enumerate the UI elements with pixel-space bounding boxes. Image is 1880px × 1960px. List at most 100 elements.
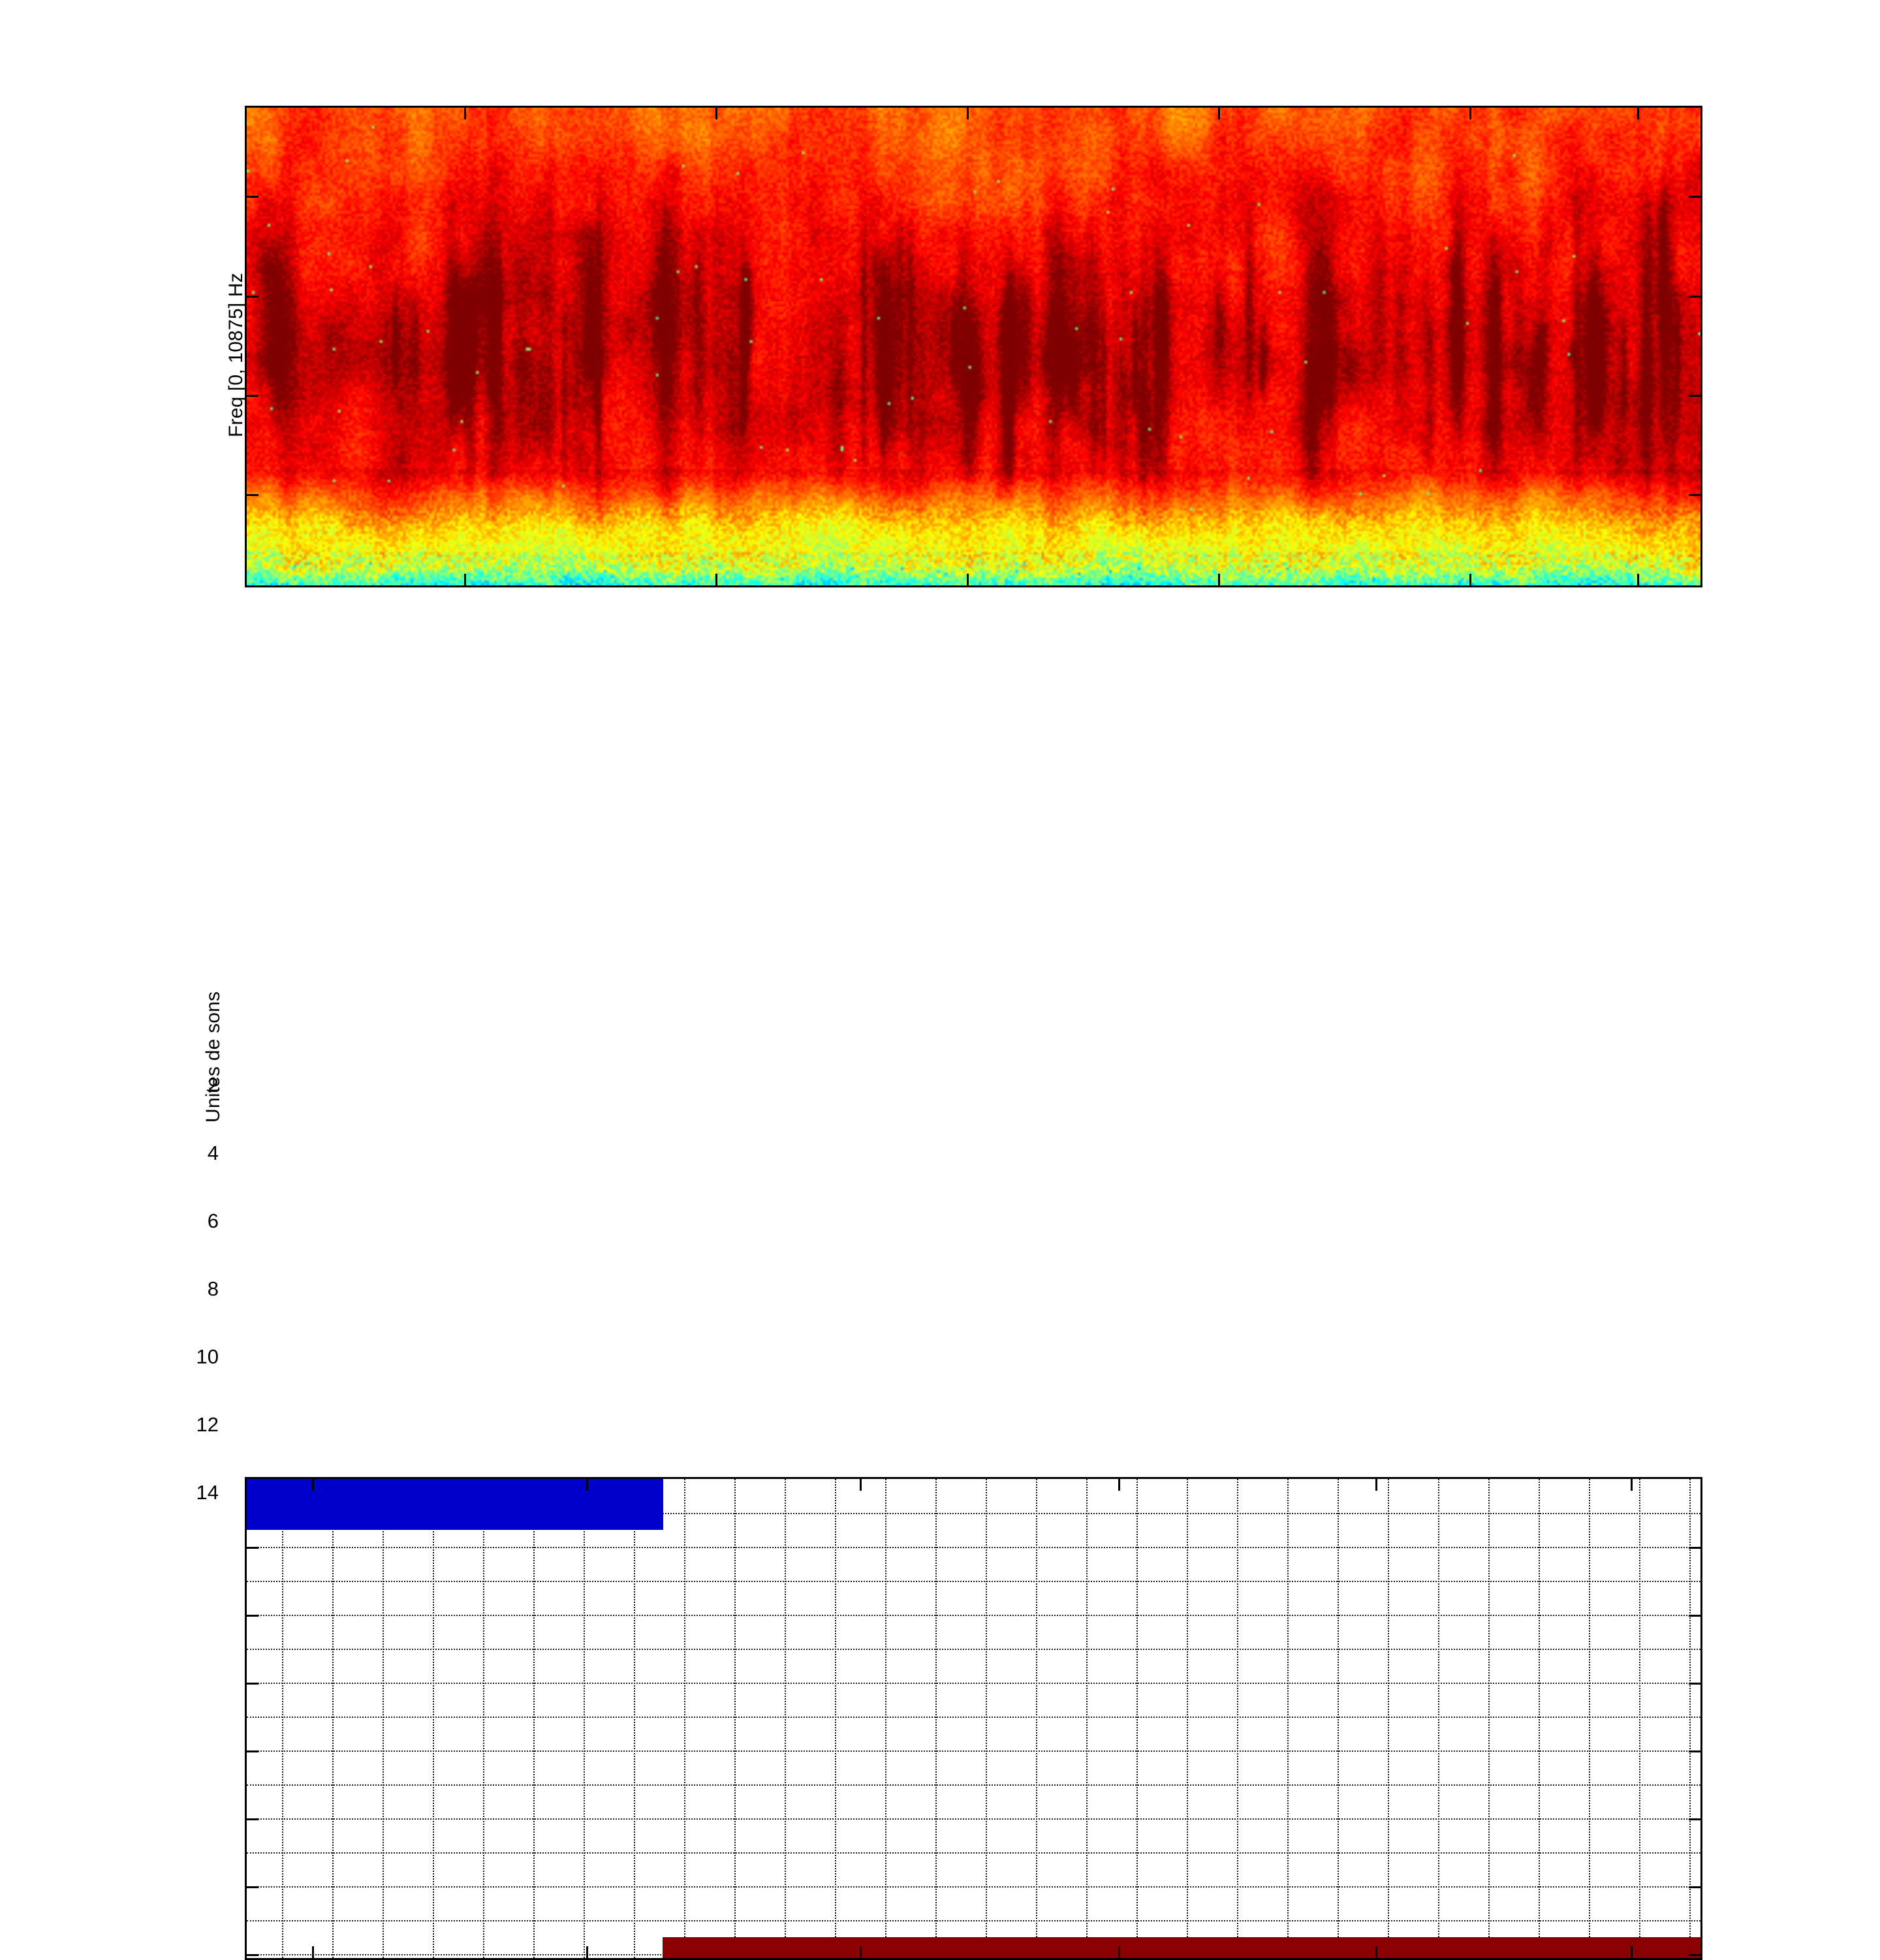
grid-line-horizontal [247, 1784, 1700, 1786]
segmentation-top-tick [860, 1479, 862, 1491]
spectrogram-left-tick [247, 296, 258, 298]
grid-line-horizontal [247, 1547, 1700, 1548]
grid-line-vertical [1086, 1479, 1088, 1958]
segmentation-right-tick [1689, 1954, 1700, 1956]
segmentation-ytick-label: 10 [196, 1345, 219, 1368]
spectrogram-right-tick [1689, 494, 1700, 496]
grid-line-vertical [785, 1479, 786, 1958]
segmentation-top-tick [586, 1479, 588, 1491]
grid-line-horizontal [247, 1852, 1700, 1854]
grid-line-horizontal [247, 1886, 1700, 1888]
grid-line-vertical [1338, 1479, 1339, 1958]
segmentation-ytick-label: 12 [196, 1413, 219, 1436]
segmentation-bottom-tick [860, 1946, 862, 1958]
grid-line-horizontal [247, 1683, 1700, 1684]
spectrogram-bottom-tick [1469, 574, 1471, 585]
segmentation-right-tick [1689, 1886, 1700, 1888]
grid-line-vertical [1438, 1479, 1439, 1958]
spectrogram-panel: Freq [0, 10875] Hz [0, 0, 1880, 653]
grid-line-horizontal [247, 1649, 1700, 1650]
spectrogram-top-tick [1218, 108, 1220, 119]
grid-line-vertical [835, 1479, 836, 1958]
grid-line-vertical [684, 1479, 685, 1958]
segmentation-ylabel: Unites de sons [202, 991, 224, 1123]
spectrogram-top-tick [1469, 108, 1471, 119]
grid-line-vertical [885, 1479, 886, 1958]
spectrogram-right-tick [1689, 196, 1700, 198]
segmentation-top-tick [1375, 1479, 1377, 1491]
grid-line-vertical [584, 1479, 585, 1958]
segmentation-bottom-tick [1631, 1946, 1633, 1958]
spectrogram-ylabel: Freq [0, 10875] Hz [225, 272, 247, 437]
segmentation-right-tick [1689, 1750, 1700, 1752]
grid-line-vertical [1488, 1479, 1490, 1958]
segmentation-bottom-tick [586, 1946, 588, 1958]
segmentation-bottom-tick [312, 1946, 314, 1958]
spectrogram-left-tick [247, 196, 258, 198]
spectrogram-top-tick [464, 108, 466, 119]
grid-line-vertical [986, 1479, 987, 1958]
segmentation-top-tick [1631, 1479, 1633, 1491]
segmentation-ytick-label: 6 [207, 1209, 219, 1232]
segmentation-bottom-tick [1118, 1946, 1120, 1958]
grid-line-vertical [1136, 1479, 1138, 1958]
grid-line-vertical [1187, 1479, 1188, 1958]
segmentation-ytick-label: 4 [207, 1142, 219, 1164]
spectrogram-top-tick [967, 108, 969, 119]
segmentation-ytick-label: 14 [196, 1481, 219, 1504]
grid-line-vertical [282, 1479, 283, 1958]
grid-line-vertical [1287, 1479, 1289, 1958]
grid-line-vertical [483, 1479, 484, 1958]
segmentation-bar-unit-14 [663, 1937, 1700, 1958]
spectrogram-image [247, 108, 1700, 585]
spectrogram-top-tick [1637, 108, 1639, 119]
grid-line-horizontal [247, 1717, 1700, 1718]
spectrogram-top-tick [715, 108, 717, 119]
segmentation-right-tick [1689, 1818, 1700, 1820]
spectrogram-bottom-tick [1637, 574, 1639, 585]
grid-line-horizontal [247, 1615, 1700, 1616]
grid-line-vertical [1589, 1479, 1590, 1958]
segmentation-right-tick [1689, 1615, 1700, 1617]
segmentation-left-tick [247, 1954, 258, 1956]
grid-line-vertical [383, 1479, 384, 1958]
segmentation-bar-unit-1 [247, 1479, 663, 1530]
segmentation-ytick-label: 8 [207, 1277, 219, 1300]
segmentation-left-tick [247, 1547, 258, 1549]
grid-line-vertical [935, 1479, 937, 1958]
segmentation-left-tick [247, 1886, 258, 1888]
spectrogram-left-tick [247, 494, 258, 496]
spectrogram-bottom-tick [715, 574, 717, 585]
segmentation-top-tick [312, 1479, 314, 1491]
grid-line-vertical [1388, 1479, 1389, 1958]
spectrogram-right-tick [1689, 296, 1700, 298]
grid-line-vertical [433, 1479, 434, 1958]
spectrogram-right-tick [1689, 395, 1700, 397]
segmentation-axes [245, 1477, 1702, 1960]
spectrogram-axes [245, 106, 1702, 587]
spectrogram-left-tick [247, 395, 258, 397]
grid-line-vertical [634, 1479, 635, 1958]
segmentation-left-tick [247, 1683, 258, 1685]
spectrogram-bottom-tick [967, 574, 969, 585]
grid-line-vertical [1237, 1479, 1238, 1958]
spectrogram-bottom-tick [1218, 574, 1220, 585]
segmentation-right-tick [1689, 1547, 1700, 1549]
grid-line-horizontal [247, 1581, 1700, 1582]
segmentation-top-tick [1118, 1479, 1120, 1491]
segmentation-panel: Unites de sons 2 4 6 8 10 12 14 0 2 5 8 … [0, 705, 1880, 1960]
grid-line-horizontal [247, 1920, 1700, 1921]
grid-line-vertical [1639, 1479, 1640, 1958]
grid-line-vertical [332, 1479, 334, 1958]
segmentation-left-tick [247, 1818, 258, 1820]
segmentation-left-tick [247, 1750, 258, 1752]
grid-line-vertical [1539, 1479, 1540, 1958]
segmentation-bottom-tick [1375, 1946, 1377, 1958]
segmentation-ytick-label: 2 [207, 1074, 219, 1097]
grid-line-vertical [734, 1479, 736, 1958]
grid-line-horizontal [247, 1818, 1700, 1820]
grid-line-vertical [533, 1479, 535, 1958]
grid-line-horizontal [247, 1750, 1700, 1752]
segmentation-left-tick [247, 1615, 258, 1617]
segmentation-right-tick [1689, 1683, 1700, 1685]
